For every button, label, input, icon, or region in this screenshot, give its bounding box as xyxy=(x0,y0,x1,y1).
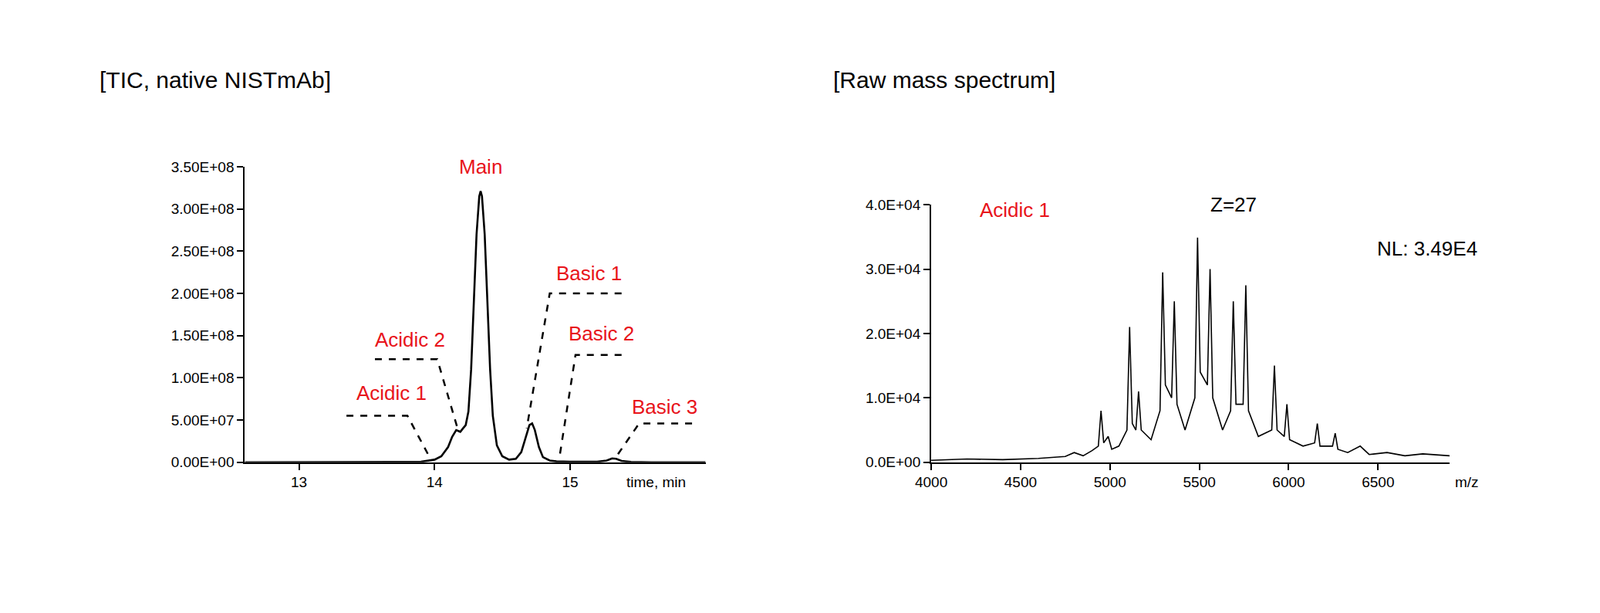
svg-text:4.0E+04: 4.0E+04 xyxy=(865,196,922,213)
svg-text:0.0E+00: 0.0E+00 xyxy=(865,453,921,470)
svg-text:Acidic 2: Acidic 2 xyxy=(374,327,446,352)
svg-text:3.0E+04: 3.0E+04 xyxy=(865,260,922,277)
svg-text:NL: 3.49E4: NL: 3.49E4 xyxy=(1377,236,1478,260)
svg-text:5.00E+07: 5.00E+07 xyxy=(171,411,235,429)
svg-text:3.50E+08: 3.50E+08 xyxy=(171,158,235,176)
svg-text:15: 15 xyxy=(561,473,578,490)
svg-text:m/z: m/z xyxy=(1454,473,1479,490)
svg-text:13: 13 xyxy=(290,473,308,490)
svg-text:Basic 3: Basic 3 xyxy=(631,394,698,419)
svg-text:4500: 4500 xyxy=(1004,473,1037,490)
svg-text:2.50E+08: 2.50E+08 xyxy=(171,243,235,260)
svg-text:[Raw mass spectrum]: [Raw mass spectrum] xyxy=(833,67,1056,93)
svg-text:Basic 2: Basic 2 xyxy=(568,321,635,345)
svg-text:2.00E+08: 2.00E+08 xyxy=(171,285,235,302)
svg-text:4000: 4000 xyxy=(914,473,948,490)
svg-text:1.50E+08: 1.50E+08 xyxy=(171,327,235,344)
svg-text:5000: 5000 xyxy=(1093,473,1127,490)
svg-text:1.0E+04: 1.0E+04 xyxy=(865,389,922,406)
svg-text:Acidic 1: Acidic 1 xyxy=(356,381,427,405)
svg-text:6000: 6000 xyxy=(1272,473,1305,490)
svg-text:14: 14 xyxy=(426,473,444,490)
svg-text:Acidic 1: Acidic 1 xyxy=(979,198,1050,222)
svg-text:1.00E+08: 1.00E+08 xyxy=(171,369,235,386)
svg-text:3.00E+08: 3.00E+08 xyxy=(171,200,235,217)
svg-text:6500: 6500 xyxy=(1361,473,1395,490)
svg-text:Z=27: Z=27 xyxy=(1210,192,1257,217)
svg-text:Basic 1: Basic 1 xyxy=(556,261,622,285)
svg-text:Main: Main xyxy=(459,155,503,179)
svg-text:0.00E+00: 0.00E+00 xyxy=(171,453,235,470)
svg-text:time, min: time, min xyxy=(626,473,686,490)
svg-text:5500: 5500 xyxy=(1182,473,1216,490)
svg-text:[TIC, native NISTmAb]: [TIC, native NISTmAb] xyxy=(99,67,331,93)
svg-text:2.0E+04: 2.0E+04 xyxy=(865,325,922,342)
